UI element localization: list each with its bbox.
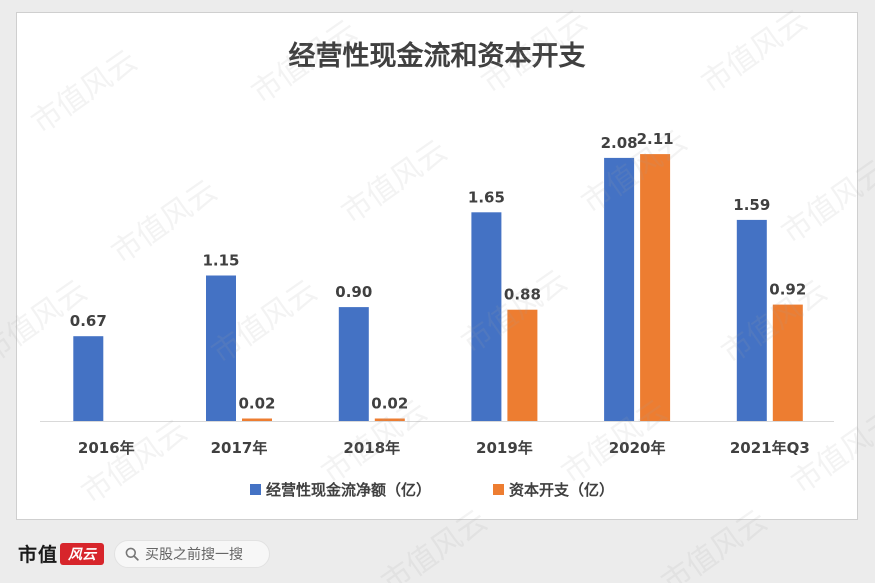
value-label-capex-1: 0.02 (238, 395, 275, 413)
legend-swatch-capex (493, 484, 504, 495)
chart-card (16, 12, 858, 520)
bar-capex-5 (772, 304, 803, 421)
bar-operating-cash-flow-0 (73, 336, 104, 421)
category-label-1: 2017年 (211, 439, 268, 457)
legend-label-operating-cash-flow: 经营性现金流净额（亿） (266, 481, 431, 499)
bar-operating-cash-flow-5 (736, 219, 767, 421)
category-label-4: 2020年 (609, 439, 666, 457)
category-label-0: 2016年 (78, 439, 135, 457)
brand-logo: 市值 风云 (18, 540, 105, 567)
legend-swatch-operating-cash-flow (250, 484, 261, 495)
category-labels-layer: 2016年 2017年 2018年 2019年 2020年 2021年Q3 (78, 439, 810, 457)
bar-operating-cash-flow-2 (338, 307, 369, 421)
category-label-5: 2021年Q3 (730, 439, 810, 457)
chart-title: 经营性现金流和资本开支 (289, 40, 586, 72)
bar-operating-cash-flow-4 (604, 157, 635, 421)
bar-capex-1 (242, 418, 272, 421)
brand-seal: 风云 (60, 542, 105, 565)
bar-capex-2 (374, 418, 405, 421)
value-label-operating-cash-flow-0: 0.67 (70, 312, 107, 330)
value-label-operating-cash-flow-2: 0.90 (335, 283, 372, 301)
value-label-operating-cash-flow-4: 2.08 (601, 134, 638, 152)
value-label-capex-3: 0.88 (504, 286, 541, 304)
search-box[interactable]: 买股之前搜一搜 (114, 540, 270, 568)
search-placeholder: 买股之前搜一搜 (145, 547, 243, 563)
value-label-operating-cash-flow-3: 1.65 (468, 188, 505, 206)
value-label-capex-4: 2.11 (637, 130, 674, 148)
bar-capex-3 (507, 309, 538, 421)
value-label-operating-cash-flow-5: 1.59 (733, 196, 770, 214)
value-label-capex-5: 0.92 (769, 281, 806, 299)
category-label-2: 2018年 (343, 439, 400, 457)
bar-capex-4 (640, 154, 671, 421)
brand-text: 市值 (18, 544, 59, 566)
bars-layer (73, 154, 803, 421)
value-label-capex-2: 0.02 (371, 395, 408, 413)
category-label-3: 2019年 (476, 439, 533, 457)
footer-bar: 市值 风云 买股之前搜一搜 (0, 524, 875, 583)
legend-label-capex: 资本开支（亿） (509, 481, 614, 499)
magnifier-icon (125, 547, 139, 561)
value-label-operating-cash-flow-1: 1.15 (202, 252, 239, 270)
value-labels-layer: 0.67 1.15 0.02 0.90 0.02 1.65 0.88 2.082.11 1.59… (70, 130, 807, 412)
legend: 经营性现金流净额（亿） 资本开支（亿） (250, 481, 614, 499)
bar-operating-cash-flow-3 (471, 212, 502, 421)
bar-operating-cash-flow-1 (206, 275, 236, 421)
